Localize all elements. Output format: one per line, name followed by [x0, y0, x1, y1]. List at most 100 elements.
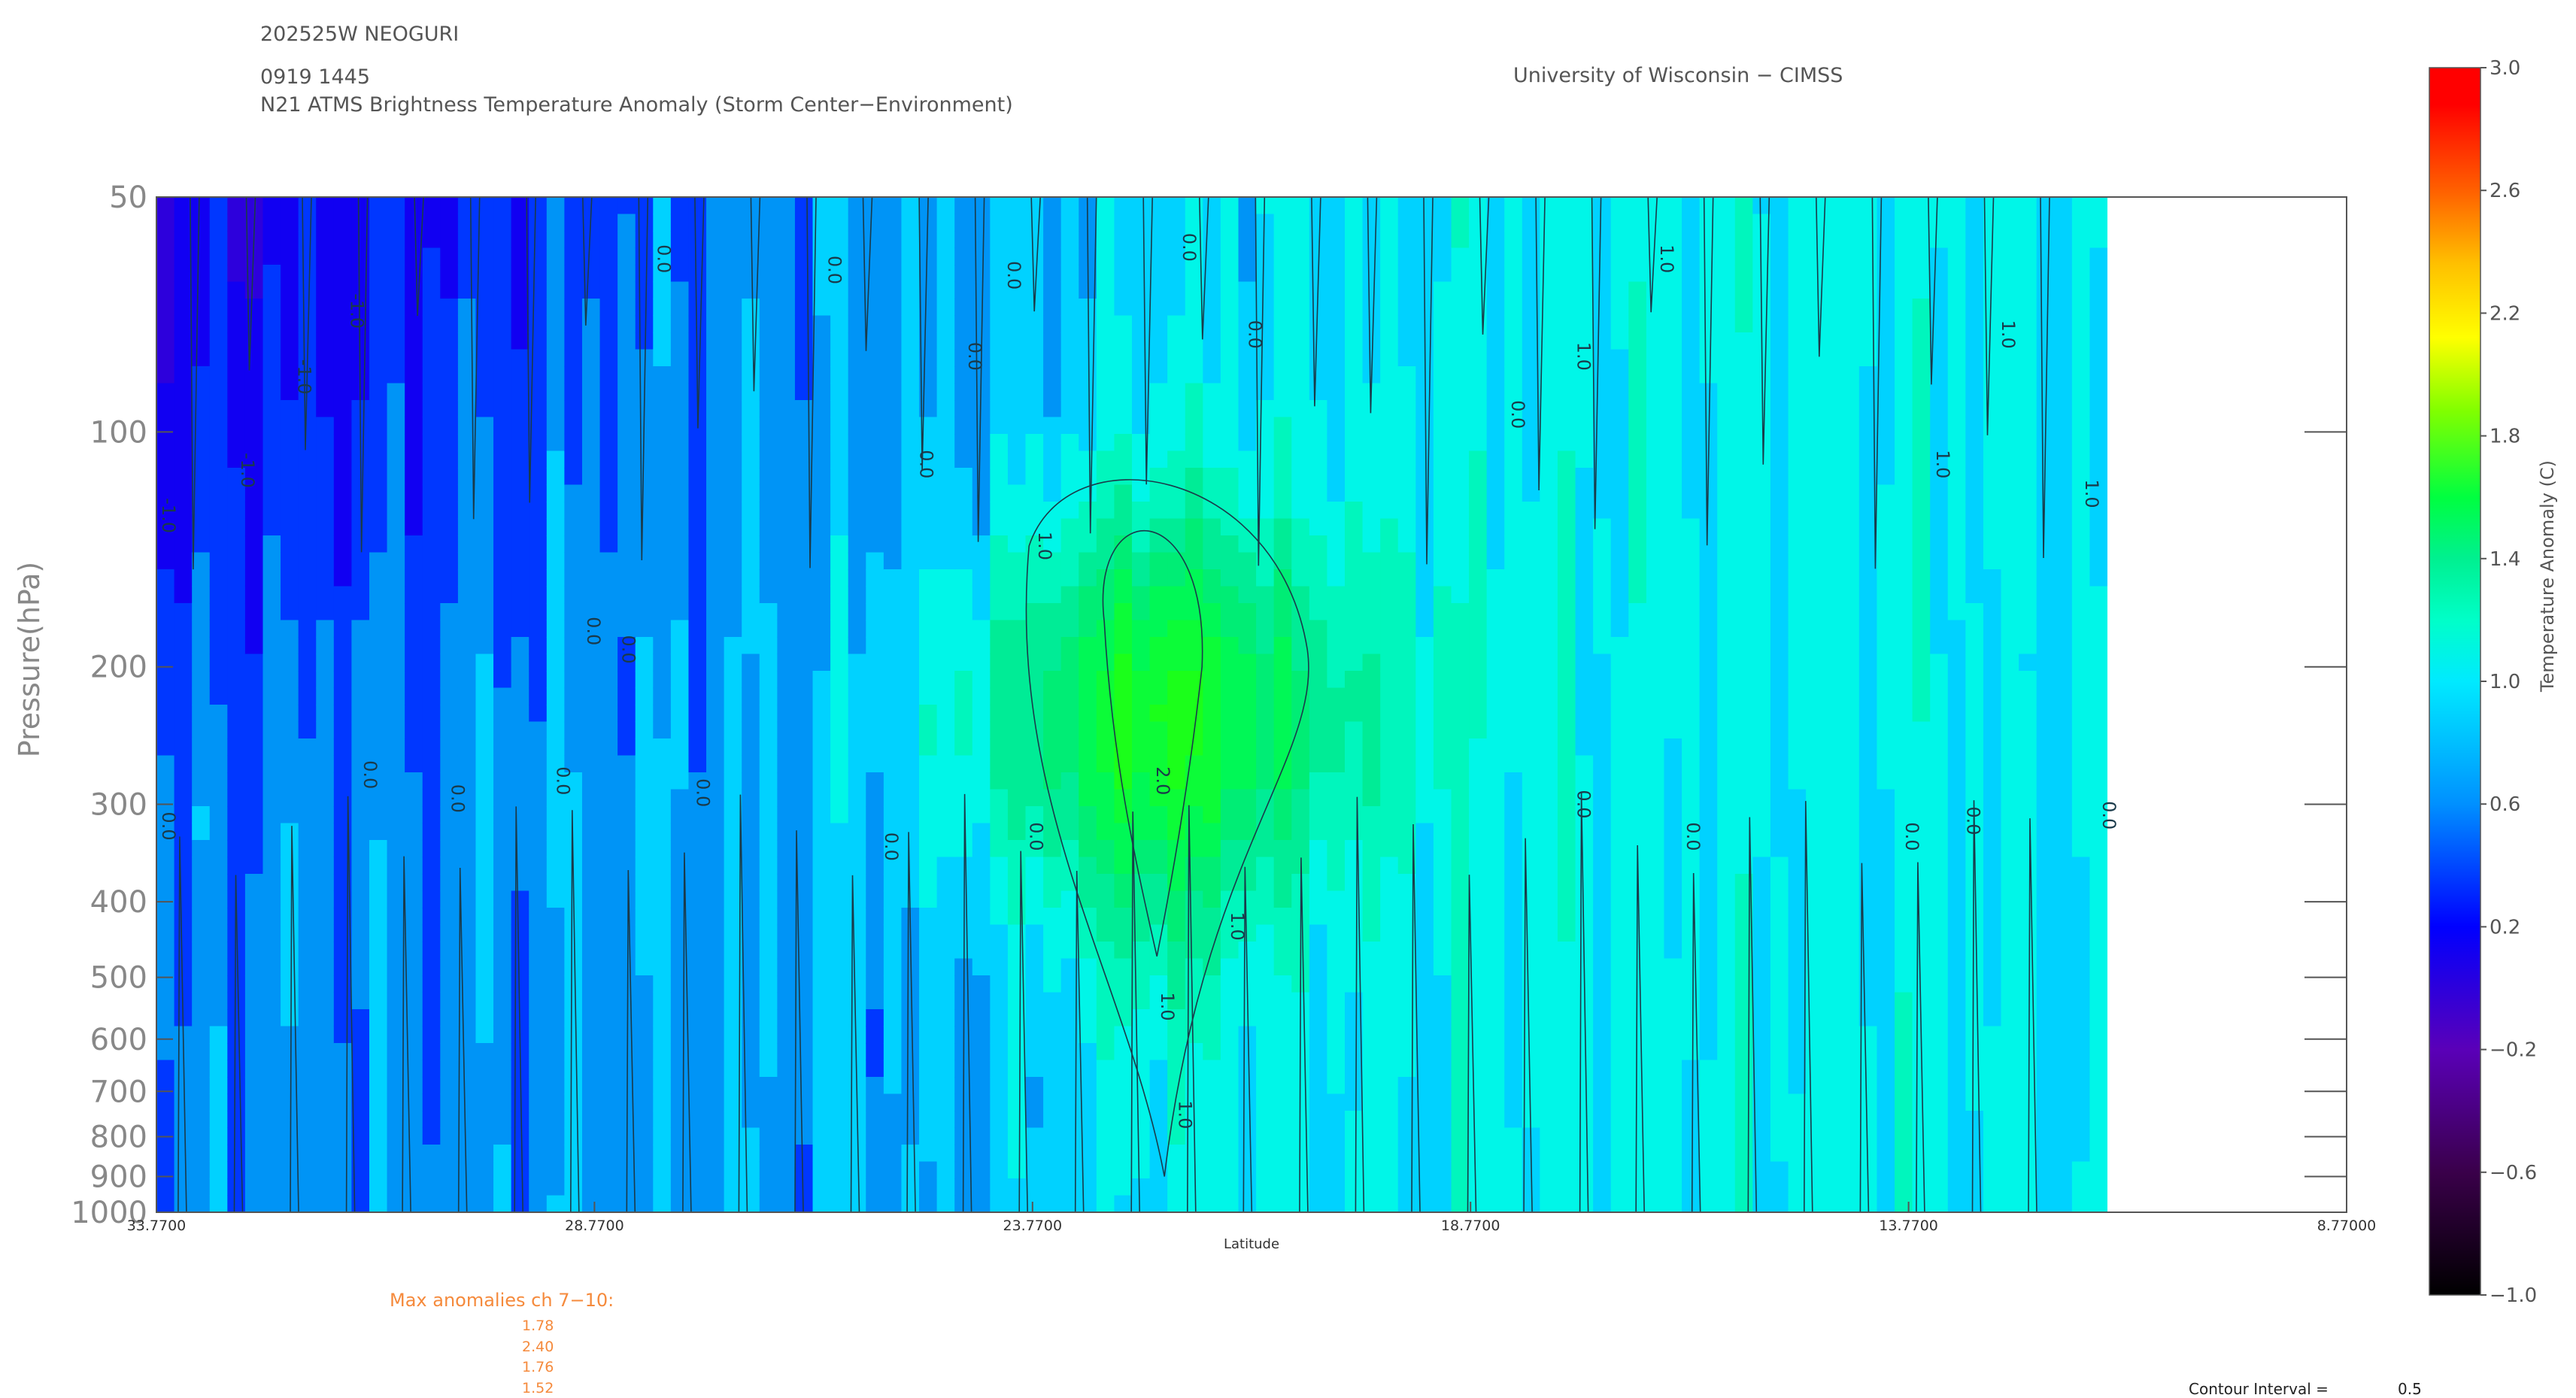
- field-cell: [1557, 857, 1576, 875]
- field-cell: [812, 332, 831, 350]
- field-cell: [1114, 586, 1133, 604]
- field-cell: [1132, 1060, 1151, 1078]
- field-cell: [1593, 1060, 1612, 1078]
- field-cell: [1469, 366, 1488, 384]
- field-cell: [475, 1195, 494, 1212]
- field-cell: [369, 1043, 388, 1061]
- field-cell: [511, 299, 529, 317]
- field-cell: [812, 214, 831, 232]
- field-cell: [1486, 1127, 1505, 1145]
- field-cell: [617, 315, 636, 333]
- field-cell: [1469, 840, 1488, 858]
- field-cell: [369, 1009, 388, 1027]
- field-cell: [599, 1111, 618, 1129]
- field-cell: [1149, 484, 1168, 502]
- field-cell: [936, 874, 955, 892]
- field-cell: [1504, 772, 1523, 790]
- field-cell: [192, 755, 211, 773]
- field-cell: [777, 1026, 796, 1044]
- field-cell: [174, 332, 193, 350]
- field-cell: [830, 1009, 849, 1027]
- field-cell: [936, 1026, 955, 1044]
- field-cell: [972, 975, 991, 993]
- field-cell: [1610, 247, 1629, 265]
- field-cell: [387, 366, 405, 384]
- field-cell: [1504, 721, 1523, 739]
- field-cell: [298, 890, 317, 908]
- field-cell: [1540, 231, 1558, 249]
- field-cell: [1096, 1195, 1115, 1212]
- field-cell: [581, 1026, 601, 1044]
- field-cell: [742, 332, 760, 350]
- field-cell: [333, 603, 352, 621]
- field-cell: [919, 637, 938, 655]
- field-cell: [1575, 755, 1594, 773]
- field-cell: [174, 823, 193, 841]
- field-cell: [1273, 349, 1292, 367]
- field-cell: [706, 671, 725, 689]
- field-cell: [1238, 687, 1257, 705]
- field-cell: [564, 637, 583, 655]
- field-cell: [529, 417, 548, 435]
- field-cell: [457, 569, 477, 587]
- field-cell: [1167, 535, 1186, 553]
- field-cell: [1114, 1060, 1133, 1078]
- field-cell: [901, 586, 920, 604]
- field-cell: [599, 687, 618, 705]
- field-cell: [1557, 1093, 1576, 1111]
- field-cell: [1575, 874, 1594, 892]
- field-cell: [333, 468, 352, 486]
- field-cell: [706, 231, 725, 249]
- field-cell: [581, 687, 601, 705]
- field-cell: [369, 197, 388, 215]
- field-cell: [1273, 1127, 1292, 1145]
- field-cell: [529, 637, 548, 655]
- field-cell: [777, 552, 796, 570]
- field-cell: [812, 857, 831, 875]
- field-cell: [794, 299, 814, 317]
- field-cell: [688, 502, 707, 520]
- field-cell: [653, 484, 672, 502]
- field-cell: [281, 332, 299, 350]
- field-cell: [1397, 789, 1416, 807]
- field-cell: [405, 789, 423, 807]
- field-cell: [742, 231, 760, 249]
- field-cell: [1327, 484, 1346, 502]
- field-cell: [1557, 468, 1576, 486]
- field-cell: [1575, 366, 1594, 384]
- field-cell: [1610, 890, 1629, 908]
- field-cell: [1220, 518, 1239, 536]
- field-cell: [1610, 281, 1629, 299]
- field-cell: [1557, 654, 1576, 672]
- field-cell: [1007, 315, 1027, 333]
- field-cell: [1344, 705, 1364, 723]
- field-cell: [1540, 772, 1558, 790]
- field-cell: [192, 535, 211, 553]
- field-cell: [812, 569, 831, 587]
- field-cell: [174, 518, 193, 536]
- field-cell: [440, 1127, 459, 1145]
- field-cell: [1380, 315, 1399, 333]
- field-cell: [901, 366, 920, 384]
- field-cell: [1079, 874, 1097, 892]
- field-cell: [1540, 265, 1558, 283]
- field-cell: [1203, 450, 1221, 469]
- field-cell: [1220, 281, 1239, 299]
- field-cell: [1149, 1060, 1168, 1078]
- field-cell: [794, 349, 814, 367]
- field-cell: [670, 197, 690, 215]
- field-cell: [1167, 721, 1186, 739]
- field-cell: [1344, 417, 1364, 435]
- field-cell: [1380, 366, 1399, 384]
- field-cell: [1433, 755, 1452, 773]
- field-cell: [405, 620, 423, 638]
- field-cell: [866, 281, 884, 299]
- field-cell: [1167, 620, 1186, 638]
- field-cell: [990, 434, 1009, 452]
- field-cell: [262, 874, 281, 892]
- field-cell: [954, 840, 973, 858]
- field-cell: [405, 1060, 423, 1078]
- field-cell: [1114, 366, 1133, 384]
- field-cell: [724, 603, 742, 621]
- field-cell: [1220, 1178, 1239, 1196]
